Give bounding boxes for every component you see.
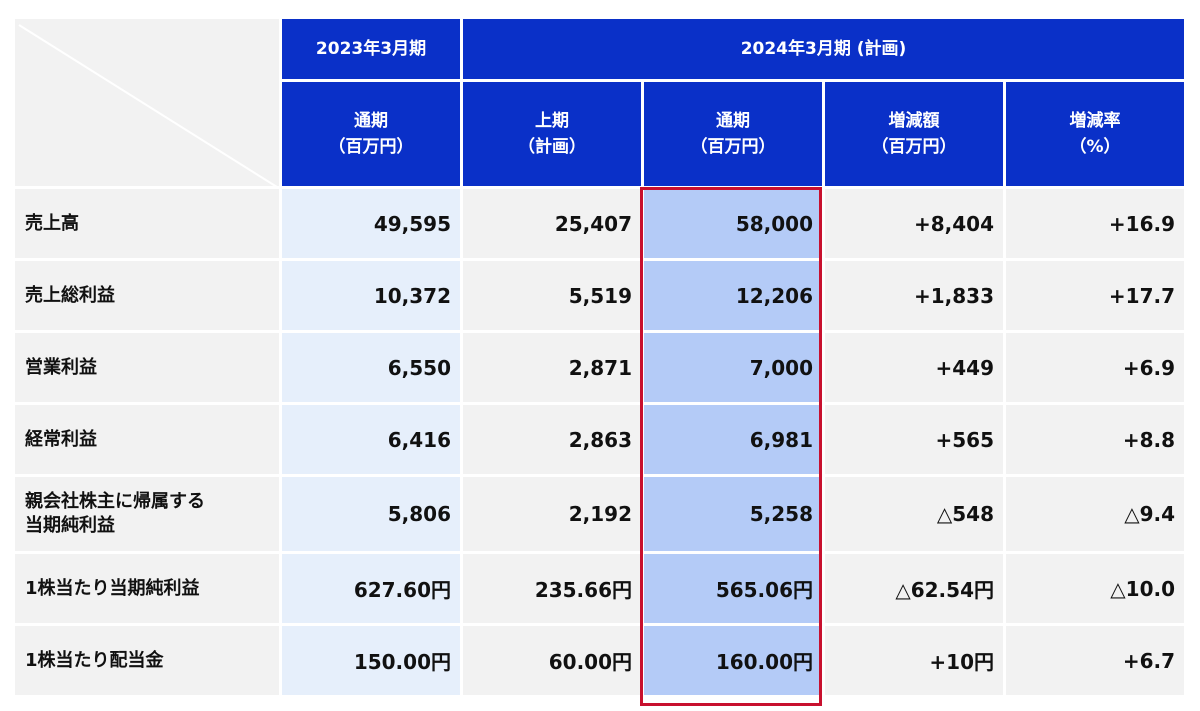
- cell-full: 160.00円: [644, 626, 822, 695]
- cell-diff: △548: [825, 477, 1003, 551]
- cell-h1: 2,863: [463, 405, 641, 474]
- cell-rate: △9.4: [1006, 477, 1184, 551]
- cell-rate: +8.8: [1006, 405, 1184, 474]
- cell-prev: 627.60円: [282, 554, 460, 623]
- cell-prev: 6,416: [282, 405, 460, 474]
- cell-h1: 5,519: [463, 261, 641, 330]
- cell-diff: +8,404: [825, 189, 1003, 258]
- table-row: 経常利益 6,416 2,863 6,981 +565 +8.8: [15, 405, 1184, 474]
- col-header-line2: （百万円）: [328, 137, 414, 157]
- row-label-line1: 親会社株主に帰属する: [25, 491, 205, 512]
- col-header-line1: 増減率: [1069, 111, 1121, 131]
- col-header-rate: 増減率 （%）: [1006, 82, 1184, 186]
- row-label: 経常利益: [15, 405, 279, 474]
- cell-prev: 150.00円: [282, 626, 460, 695]
- financial-forecast-table: 2023年3月期 2024年3月期 (計画) 通期 （百万円） 上期 （計画） …: [12, 16, 1187, 698]
- cell-diff: +449: [825, 333, 1003, 402]
- cell-h1: 235.66円: [463, 554, 641, 623]
- corner-cell: [15, 19, 279, 188]
- cell-rate: +6.7: [1006, 626, 1184, 695]
- cell-h1: 2,871: [463, 333, 641, 402]
- cell-prev: 6,550: [282, 333, 460, 402]
- cell-full: 58,000: [644, 189, 822, 258]
- header-fy2023: 2023年3月期: [282, 19, 460, 79]
- col-header-line2: （計画）: [518, 137, 586, 157]
- row-label: 1株当たり配当金: [15, 626, 279, 695]
- table-row: 売上総利益 10,372 5,519 12,206 +1,833 +17.7: [15, 261, 1184, 330]
- col-header-line1: 上期: [535, 111, 569, 131]
- cell-prev: 49,595: [282, 189, 460, 258]
- row-label: 売上総利益: [15, 261, 279, 330]
- table-row: 1株当たり当期純利益 627.60円 235.66円 565.06円 △62.5…: [15, 554, 1184, 623]
- cell-diff: +565: [825, 405, 1003, 474]
- cell-prev: 10,372: [282, 261, 460, 330]
- col-header-line1: 通期: [716, 111, 750, 131]
- cell-diff: △62.54円: [825, 554, 1003, 623]
- diagonal-line: [18, 24, 278, 188]
- cell-rate: +17.7: [1006, 261, 1184, 330]
- row-label: 親会社株主に帰属する 当期純利益: [15, 477, 279, 551]
- col-header-line1: 増減額: [888, 111, 940, 131]
- col-header-line2: （百万円）: [690, 137, 776, 157]
- cell-prev: 5,806: [282, 477, 460, 551]
- header-fy2024: 2024年3月期 (計画): [463, 19, 1184, 79]
- cell-full: 12,206: [644, 261, 822, 330]
- table-row: 営業利益 6,550 2,871 7,000 +449 +6.9: [15, 333, 1184, 402]
- cell-rate: △10.0: [1006, 554, 1184, 623]
- cell-h1: 2,192: [463, 477, 641, 551]
- col-header-h1: 上期 （計画）: [463, 82, 641, 186]
- cell-full: 6,981: [644, 405, 822, 474]
- table-row: 親会社株主に帰属する 当期純利益 5,806 2,192 5,258 △548 …: [15, 477, 1184, 551]
- col-header-full: 通期 （百万円）: [644, 82, 822, 186]
- cell-rate: +6.9: [1006, 333, 1184, 402]
- row-label: 売上高: [15, 189, 279, 258]
- row-label-line2: 当期純利益: [25, 515, 115, 536]
- col-header-line2: （百万円）: [871, 137, 957, 157]
- cell-h1: 25,407: [463, 189, 641, 258]
- cell-diff: +1,833: [825, 261, 1003, 330]
- row-label: 営業利益: [15, 333, 279, 402]
- cell-diff: +10円: [825, 626, 1003, 695]
- col-header-diff: 増減額 （百万円）: [825, 82, 1003, 186]
- cell-h1: 60.00円: [463, 626, 641, 695]
- cell-rate: +16.9: [1006, 189, 1184, 258]
- cell-full: 565.06円: [644, 554, 822, 623]
- table-row: 売上高 49,595 25,407 58,000 +8,404 +16.9: [15, 189, 1184, 258]
- cell-full: 5,258: [644, 477, 822, 551]
- cell-full: 7,000: [644, 333, 822, 402]
- col-header-line1: 通期: [354, 111, 388, 131]
- row-label: 1株当たり当期純利益: [15, 554, 279, 623]
- col-header-line2: （%）: [1069, 137, 1121, 157]
- table-row: 1株当たり配当金 150.00円 60.00円 160.00円 +10円 +6.…: [15, 626, 1184, 695]
- col-header-prev-full: 通期 （百万円）: [282, 82, 460, 186]
